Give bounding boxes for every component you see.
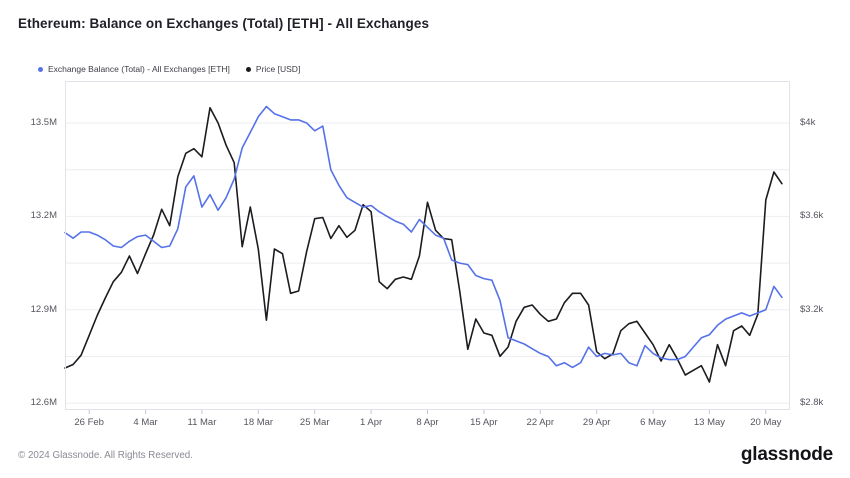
x-axis-tick-label: 1 Apr bbox=[360, 417, 383, 428]
y-axis-tick-label-left: 12.6M bbox=[30, 397, 57, 409]
plot-border bbox=[65, 81, 790, 410]
chart-canvas[interactable] bbox=[64, 81, 790, 414]
x-axis-tick-label: 15 Apr bbox=[470, 417, 498, 428]
y-axis-tick-label-right: $3.6k bbox=[800, 210, 824, 222]
legend-item-balance[interactable]: Exchange Balance (Total) - All Exchanges… bbox=[38, 64, 230, 74]
y-axis-tick-label-right: $2.8k bbox=[800, 397, 824, 408]
y-axis-tick-label-left: 12.9M bbox=[30, 303, 57, 315]
price-line bbox=[64, 106, 783, 383]
y-axis-tick-label-left: 13.5M bbox=[30, 117, 57, 129]
legend-dot-price-icon bbox=[245, 66, 251, 72]
y-axis-tick-label-right: $4k bbox=[800, 117, 816, 128]
footer-copyright: © 2024 Glassnode. All Rights Reserved. bbox=[18, 450, 193, 461]
legend-dot-balance-icon bbox=[38, 66, 43, 72]
legend: Exchange Balance (Total) - All Exchanges… bbox=[38, 64, 300, 74]
x-axis-tick-label: 6 May bbox=[640, 417, 666, 428]
page-title: Ethereum: Balance on Exchanges (Total) [… bbox=[18, 16, 430, 31]
legend-label-balance: Exchange Balance (Total) - All Exchanges… bbox=[48, 64, 230, 74]
x-axis-tick-label: 13 May bbox=[693, 417, 726, 428]
x-axis-tick-label: 18 Mar bbox=[243, 417, 274, 428]
balance-line bbox=[64, 105, 783, 369]
x-axis-tick-label: 26 Feb bbox=[74, 417, 104, 428]
glassnode-wordmark: glassnode bbox=[740, 444, 833, 465]
legend-label-price: Price [USD] bbox=[255, 64, 301, 74]
y-axis-tick-label-right: $3.2k bbox=[800, 303, 824, 315]
x-axis-tick-label: 25 Mar bbox=[299, 417, 330, 428]
legend-item-price[interactable]: Price [USD] bbox=[245, 64, 301, 74]
y-axis-tick-label-left: 13.2M bbox=[30, 210, 57, 222]
x-axis-tick-label: 22 Apr bbox=[526, 417, 554, 428]
x-axis-tick-label: 4 Mar bbox=[133, 417, 158, 428]
x-axis-tick-label: 8 Apr bbox=[416, 417, 439, 428]
chart-area bbox=[64, 81, 790, 414]
x-axis-tick-label: 29 Apr bbox=[582, 417, 611, 428]
x-axis-tick-label: 20 May bbox=[750, 417, 782, 428]
x-axis-tick-label: 11 Mar bbox=[187, 417, 217, 428]
